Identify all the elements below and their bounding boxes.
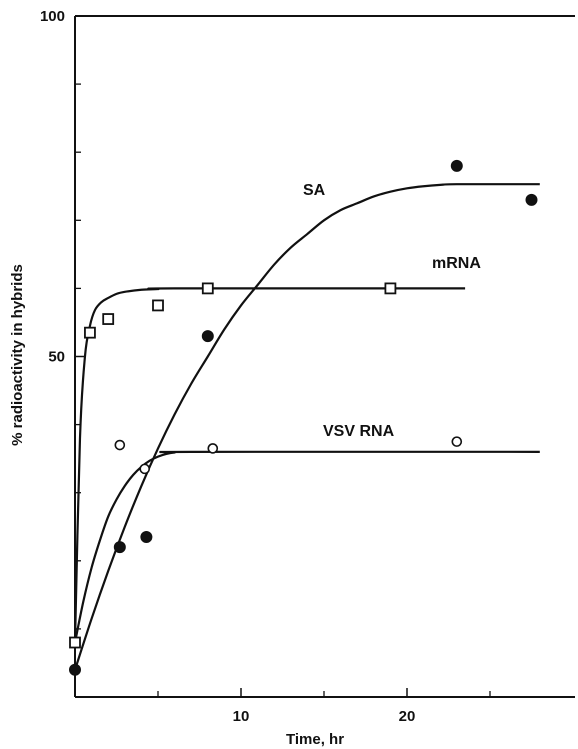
point-sa (140, 530, 153, 543)
curve-vsv-rna (73, 450, 540, 643)
point-vsv-rna (451, 436, 463, 447)
series-label-vsv-rna: VSV RNA (323, 423, 395, 440)
point-sa (450, 159, 463, 172)
point-sa (69, 663, 81, 676)
point-mrna (84, 326, 96, 339)
series-label-mrna: mRNA (432, 255, 481, 272)
point-sa (113, 541, 126, 554)
point-vsv-rna (207, 443, 219, 454)
point-sa (525, 193, 538, 206)
curve-mrna (73, 287, 466, 643)
fit-curves (73, 183, 540, 671)
curve-sa (73, 183, 540, 671)
y-axis-title: % radioactivity in hybrids (9, 264, 26, 446)
series-label-sa: SA (303, 182, 326, 199)
x-tick-label: 10 (233, 708, 250, 725)
axis-ticks: 50 100 10 20 (40, 8, 491, 725)
y-tick-label: 100 (40, 8, 65, 25)
point-mrna (102, 313, 115, 325)
x-axis-title: Time, hr (286, 731, 344, 748)
point-mrna (201, 282, 214, 295)
data-markers (69, 159, 538, 676)
point-sa (201, 330, 214, 343)
point-mrna (69, 636, 81, 649)
plot-frame (74, 15, 575, 698)
point-vsv-rna (139, 463, 151, 475)
x-tick-label: 20 (399, 708, 416, 725)
point-vsv-rna (114, 439, 126, 451)
point-mrna (384, 282, 397, 295)
y-tick-label: 50 (48, 349, 65, 366)
point-mrna (152, 299, 164, 312)
